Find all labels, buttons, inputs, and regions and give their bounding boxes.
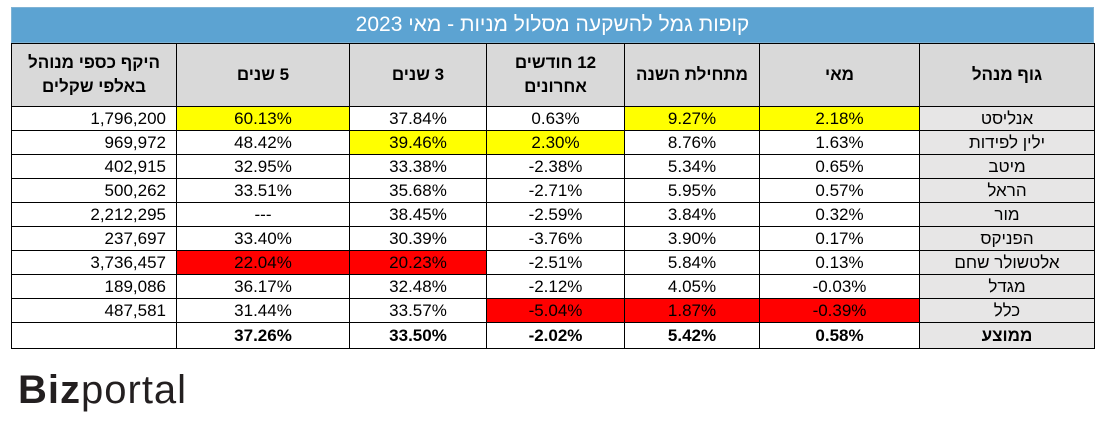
logo-portal: portal [81,368,188,412]
cell-y5: 31.44% [176,298,350,323]
cell-manager: ממוצע [919,322,1095,349]
header-manager: גוף מנהל [919,43,1095,107]
cell-ytd: 5.34% [624,154,760,179]
header-ytd: מתחילת השנה [624,43,760,107]
cell-manager: אלטשולר שחם [919,250,1095,275]
cell-ytd: 8.76% [624,130,760,155]
table-row: 189,086 36.17% 32.48% -2.12% 4.05% -0.03% מגדל [11,274,1095,299]
cell-m12: -3.76% [486,226,625,251]
cell-aum: 3,736,457 [11,250,177,275]
cell-aum: 2,212,295 [11,202,177,227]
cell-may: 2.18% [759,106,920,131]
cell-y3: 33.57% [349,298,487,323]
bizportal-logo: Bizportal [18,368,318,412]
cell-may: -0.39% [759,298,920,323]
cell-m12: -2.02% [486,322,625,349]
cell-may: 0.32% [759,202,920,227]
cell-y5: 22.04% [176,250,350,275]
cell-y3: 35.68% [349,178,487,203]
logo-biz: Biz [18,368,81,412]
cell-manager: מגדל [919,274,1095,299]
cell-may: 0.65% [759,154,920,179]
table-body: 1,796,200 60.13% 37.84% 0.63% 9.27% 2.18% אנלי… [11,106,1095,349]
returns-table-container: קופות גמל להשקעה מסלול מניות - מאי 2023 … [11,7,1095,349]
cell-aum: 500,262 [11,178,177,203]
cell-may: -0.03% [759,274,920,299]
cell-aum: 487,581 [11,298,177,323]
cell-ytd: 5.84% [624,250,760,275]
header-12-months: 12 חודשים אחרונים [486,43,625,107]
cell-aum: 189,086 [11,274,177,299]
cell-m12: -2.71% [486,178,625,203]
cell-y5: 32.95% [176,154,350,179]
cell-ytd: 3.84% [624,202,760,227]
cell-m12: 2.30% [486,130,625,155]
cell-y5: 33.51% [176,178,350,203]
returns-table: היקף כספי מנוהל באלפי שקלים 5 שנים 3 שני… [11,43,1095,349]
cell-y3: 33.50% [349,322,487,349]
header-row: היקף כספי מנוהל באלפי שקלים 5 שנים 3 שני… [11,43,1095,107]
cell-y5: 48.42% [176,130,350,155]
header-may: מאי [759,43,920,107]
cell-manager: כלל [919,298,1095,323]
table-row: 402,915 32.95% 33.38% -2.38% 5.34% 0.65% מיטב [11,154,1095,179]
table-row: 237,697 33.40% 30.39% -3.76% 3.90% 0.17% הפניק… [11,226,1095,251]
cell-ytd: 5.42% [624,322,760,349]
table-title: קופות גמל להשקעה מסלול מניות - מאי 2023 [11,7,1094,43]
cell-manager: מיטב [919,154,1095,179]
cell-manager: אנליסט [919,106,1095,131]
cell-may: 0.13% [759,250,920,275]
cell-manager: הפניקס [919,226,1095,251]
cell-y3: 39.46% [349,130,487,155]
cell-y3: 37.84% [349,106,487,131]
cell-manager: מור [919,202,1095,227]
cell-aum: 402,915 [11,154,177,179]
cell-y5: 60.13% [176,106,350,131]
cell-aum: 237,697 [11,226,177,251]
average-row: 37.26% 33.50% -2.02% 5.42% 0.58% ממוצע [11,322,1095,349]
cell-y3: 33.38% [349,154,487,179]
cell-m12: 0.63% [486,106,625,131]
table-row: 1,796,200 60.13% 37.84% 0.63% 9.27% 2.18% אנלי… [11,106,1095,131]
cell-manager: ילין לפידות [919,130,1095,155]
cell-y5: 33.40% [176,226,350,251]
header-3-years: 3 שנים [349,43,487,107]
cell-may: 0.17% [759,226,920,251]
cell-y5: 36.17% [176,274,350,299]
cell-ytd: 1.87% [624,298,760,323]
header-aum: היקף כספי מנוהל באלפי שקלים [11,43,177,107]
cell-m12: -2.59% [486,202,625,227]
cell-y3: 20.23% [349,250,487,275]
cell-may: 0.57% [759,178,920,203]
cell-y5: 37.26% [176,322,350,349]
table-row: 500,262 33.51% 35.68% -2.71% 5.95% 0.57% הראל [11,178,1095,203]
table-row: 969,972 48.42% 39.46% 2.30% 8.76% 1.63% ילין ל… [11,130,1095,155]
cell-m12: -2.12% [486,274,625,299]
header-5-years: 5 שנים [176,43,350,107]
table-row: 487,581 31.44% 33.57% -5.04% 1.87% -0.39% כלל [11,298,1095,323]
cell-m12: -5.04% [486,298,625,323]
cell-aum [11,322,177,349]
cell-y3: 38.45% [349,202,487,227]
cell-may: 0.58% [759,322,920,349]
cell-ytd: 3.90% [624,226,760,251]
cell-m12: -2.38% [486,154,625,179]
cell-ytd: 9.27% [624,106,760,131]
table-row: 2,212,295 --- 38.45% -2.59% 3.84% 0.32% מור [11,202,1095,227]
cell-ytd: 4.05% [624,274,760,299]
cell-y3: 32.48% [349,274,487,299]
cell-aum: 969,972 [11,130,177,155]
cell-ytd: 5.95% [624,178,760,203]
cell-y5: --- [176,202,350,227]
table-row: 3,736,457 22.04% 20.23% -2.51% 5.84% 0.13% אלט… [11,250,1095,275]
cell-may: 1.63% [759,130,920,155]
cell-manager: הראל [919,178,1095,203]
cell-m12: -2.51% [486,250,625,275]
cell-y3: 30.39% [349,226,487,251]
cell-aum: 1,796,200 [11,106,177,131]
